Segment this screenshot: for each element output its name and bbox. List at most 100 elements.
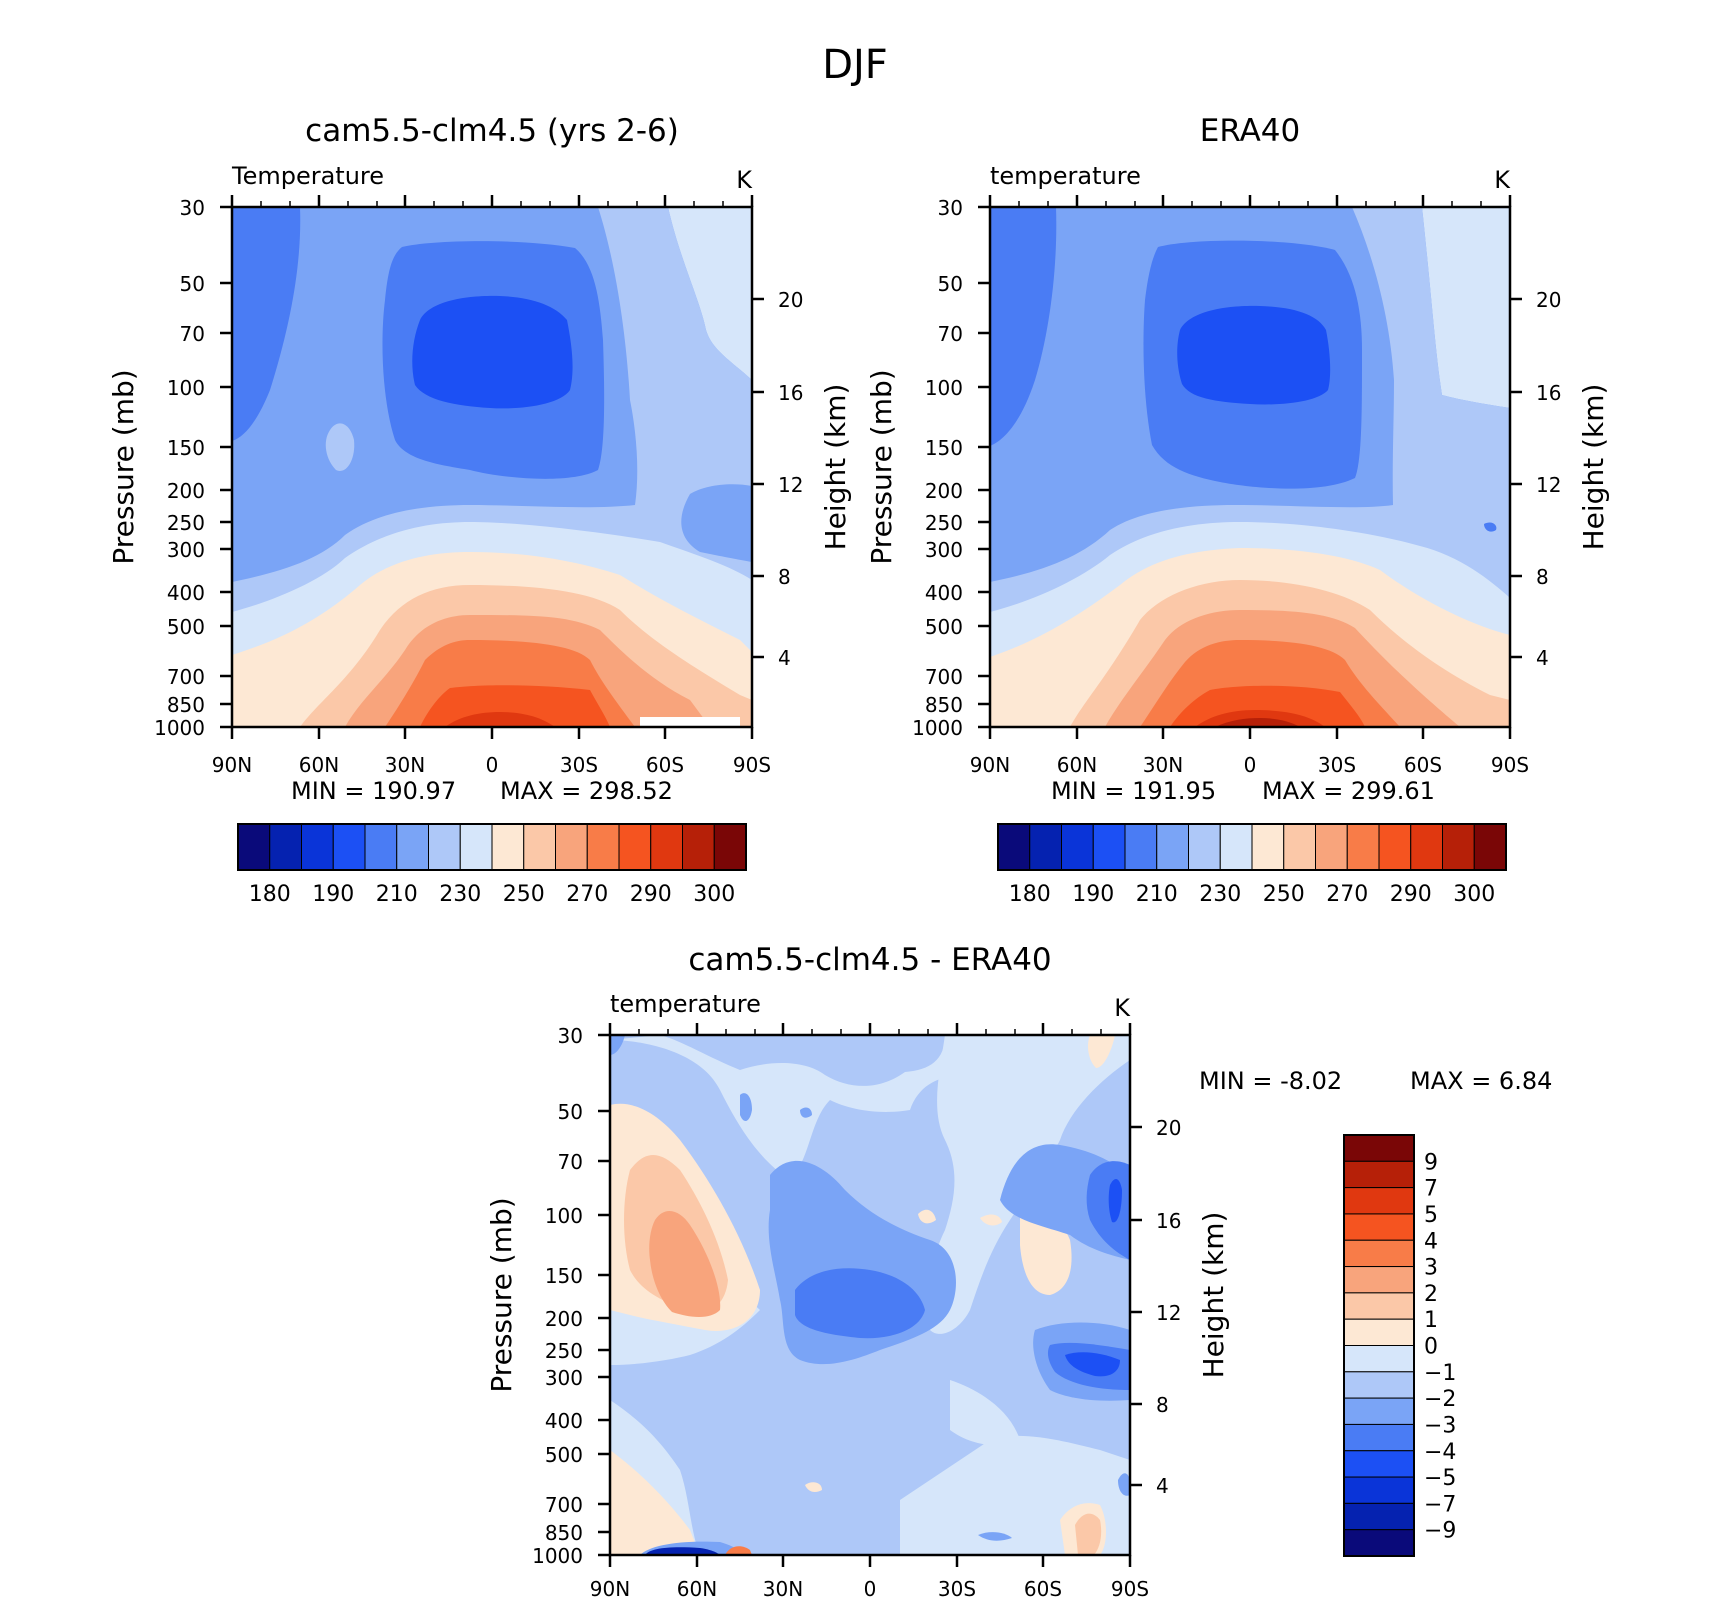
contour-fill	[1215, 718, 1300, 727]
y-tick-label: 1000	[532, 1544, 583, 1568]
y2-tick-label: 4	[778, 646, 791, 670]
y-tick-label: 150	[545, 1264, 583, 1288]
colorbar-swatch	[1473, 823, 1507, 871]
y-ticks	[220, 205, 232, 729]
colorbar-swatch	[1343, 1266, 1415, 1294]
panel-title: ERA40	[1200, 113, 1301, 149]
min-value: MIN = 190.97	[291, 777, 456, 805]
x-tick-label: 90N	[212, 753, 252, 777]
x-tick-label: 60S	[646, 753, 684, 777]
y-ticks	[978, 205, 990, 729]
contour-fill	[1118, 1473, 1130, 1496]
colorbar-label: −3	[1424, 1413, 1456, 1438]
max-value: MAX = 298.52	[500, 777, 673, 805]
colorbar-label: 300	[693, 882, 735, 907]
colorbar-swatch	[332, 823, 366, 871]
panel-difference: cam5.5-clm4.5 - ERA40 temperature K	[485, 942, 1552, 1600]
colorbar-swatch	[1343, 1397, 1415, 1425]
y-tick-label: 1000	[154, 716, 205, 740]
y-axis-label: Pressure (mb)	[485, 1197, 518, 1392]
colorbar-swatch	[1378, 823, 1412, 871]
contour-fill	[1088, 1035, 1115, 1068]
colorbar-swatch	[1343, 1423, 1415, 1452]
x-tick-label: 60N	[299, 753, 339, 777]
x-tick-label: 90S	[1111, 1577, 1149, 1600]
y2-axis-label: Height (km)	[1197, 1212, 1230, 1379]
colorbar-label: 250	[503, 882, 545, 907]
y2-tick-label: 20	[1156, 1116, 1181, 1140]
contour-fill	[1422, 207, 1510, 408]
x-tick-label: 30S	[1318, 753, 1356, 777]
y-tick-labels: 30 50 70 100 150 200 250 300 400 500 700…	[154, 196, 205, 740]
min-value: MIN = -8.02	[1199, 1067, 1342, 1095]
units-label: K	[1114, 994, 1131, 1022]
y-tick-label: 500	[545, 1443, 583, 1467]
colorbar-swatch	[1251, 823, 1285, 871]
colorbar-swatch	[269, 823, 302, 871]
colorbar-swatch	[1343, 1502, 1415, 1531]
x-minor-ticks	[260, 201, 724, 207]
colorbar-label: −7	[1424, 1492, 1456, 1517]
colorbar-frame	[237, 823, 747, 871]
y-tick-label: 100	[167, 376, 205, 400]
colorbar-swatch	[1343, 1529, 1415, 1557]
colorbar-swatch	[1343, 1345, 1415, 1373]
colorbar-swatch	[586, 823, 620, 871]
y2-ticks	[1130, 1125, 1142, 1487]
y-tick-label: 700	[545, 1493, 583, 1517]
x-tick-label: 30N	[385, 753, 425, 777]
colorbar-label: −5	[1424, 1466, 1456, 1491]
contour-fill	[668, 207, 752, 380]
colorbar-swatch	[237, 823, 271, 871]
colorbar-swatch	[1343, 1134, 1415, 1162]
y2-tick-label: 4	[1536, 646, 1549, 670]
contour-fill	[412, 295, 573, 409]
colorbar: 180 190 210 230 250 270 290 300	[997, 823, 1507, 907]
y-tick-label: 50	[180, 272, 205, 296]
variable-label: Temperature	[231, 162, 384, 190]
colorbar-swatch	[1124, 823, 1158, 871]
colorbar-swatch	[1343, 1239, 1415, 1268]
panel-title: cam5.5-clm4.5 (yrs 2-6)	[305, 113, 679, 149]
colorbar-label: 180	[1009, 882, 1051, 907]
colorbar-label: 190	[1072, 882, 1114, 907]
y2-tick-label: 20	[1536, 288, 1561, 312]
colorbar-swatch	[1092, 823, 1126, 871]
y-tick-label: 200	[167, 479, 205, 503]
max-value: MAX = 299.61	[1262, 777, 1435, 805]
contour-fill	[1177, 305, 1331, 405]
y-tick-label: 70	[938, 322, 963, 346]
units-label: K	[1494, 166, 1511, 194]
x-tick-label: 90N	[590, 1577, 630, 1600]
colorbar-label: 190	[312, 882, 354, 907]
colorbar-label: 1	[1424, 1308, 1438, 1333]
y2-tick-label: 8	[1536, 565, 1549, 589]
contour-field	[990, 207, 1510, 727]
contour-fill	[725, 1546, 752, 1555]
colorbar-label: 270	[566, 882, 608, 907]
colorbar-swatch	[1315, 823, 1348, 871]
colorbar-swatch	[1343, 1476, 1415, 1504]
x-tick-label: 30N	[1143, 753, 1183, 777]
y-tick-label: 100	[545, 1204, 583, 1228]
colorbar-label: 7	[1424, 1177, 1438, 1202]
colorbar-swatch	[364, 823, 398, 871]
colorbar-label: 210	[1136, 882, 1178, 907]
colorbar-label: 5	[1424, 1203, 1438, 1228]
colorbar-swatch	[713, 823, 747, 871]
contour-fill	[232, 207, 301, 441]
colorbar-swatch	[618, 823, 652, 871]
contour-fill	[325, 423, 355, 471]
colorbar-label: 3	[1424, 1256, 1438, 1281]
x-minor-ticks	[1018, 201, 1482, 207]
colorbar-swatch	[650, 823, 683, 871]
panel-reference: ERA40 temperature K	[865, 113, 1610, 907]
colorbar-label: 2	[1424, 1282, 1438, 1307]
contour-fill	[640, 717, 740, 727]
colorbar-frame	[1343, 1134, 1415, 1557]
x-ticks	[230, 195, 754, 739]
colorbar-label: 290	[1390, 882, 1432, 907]
contour-fill	[610, 1035, 625, 1055]
y2-axis-label: Height (km)	[1577, 384, 1610, 551]
y-tick-label: 70	[180, 322, 205, 346]
